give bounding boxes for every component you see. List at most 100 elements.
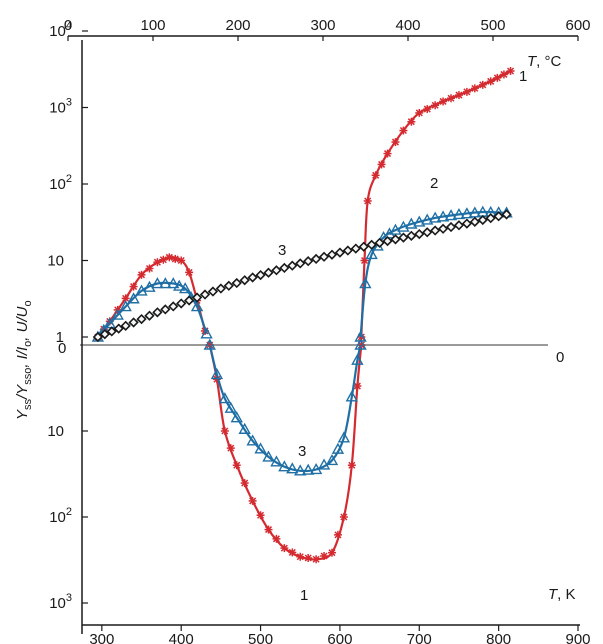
- series-2-upper2-marker-15: [460, 207, 474, 219]
- series-2-upper2-marker-2: [365, 248, 378, 260]
- series-3-upper-marker-28: [310, 253, 322, 265]
- series-2-upper-marker-14: [190, 300, 204, 312]
- x-bottom-tick-label-300: 300: [89, 631, 114, 644]
- y-upper-tick-label-100: 102: [49, 173, 72, 193]
- series-2-upper-marker-9: [159, 277, 172, 289]
- series-1-lower-marker-2: [220, 427, 229, 435]
- series-3-upper-marker-39: [398, 232, 409, 243]
- series-1-lower-marker-16: [327, 548, 336, 557]
- series-3-upper-marker-34: [358, 241, 369, 252]
- series-3-upper-marker-45: [445, 221, 457, 233]
- y-upper-tick-label-1000: 103: [49, 97, 72, 117]
- series-1-lower-marker-3: [226, 444, 235, 453]
- series-2-upper2-marker-11: [428, 211, 442, 223]
- series-1-upper-marker-7: [145, 264, 154, 273]
- series-1-upper2-marker-16: [470, 84, 479, 93]
- x-bottom-tick-label-400: 400: [169, 631, 194, 644]
- x-top-tick-label-300: 300: [310, 17, 335, 34]
- y-axis-title: Yss/Ysso, I/Io, U/Uo: [14, 300, 34, 420]
- series-1-upper2-marker-14: [454, 91, 463, 100]
- series-3-upper-marker-12: [184, 295, 195, 306]
- series-2-upper-marker-5: [127, 292, 140, 304]
- series-3-upper-marker-13: [191, 292, 203, 303]
- series-1-upper2-marker-8: [407, 117, 416, 126]
- series-1-upper-marker-6: [137, 270, 146, 279]
- series-1-lower-marker-20: [353, 382, 362, 391]
- series-2-upper2-marker-6: [389, 223, 402, 235]
- series-2-lower-marker-0: [203, 338, 216, 350]
- annotation-curve3-lower: 3: [298, 443, 306, 460]
- series-3-upper-marker-29: [318, 251, 330, 262]
- series-2-lower-marker-21: [354, 338, 367, 350]
- series-3-upper-marker-18: [231, 277, 242, 289]
- series-2-lower-marker-18: [337, 431, 351, 443]
- series-3-upper-marker-10: [168, 301, 179, 312]
- series-2-upper-marker-7: [143, 280, 156, 292]
- x-top-tick-label-0: 0: [64, 17, 72, 34]
- series-3-upper-marker-16: [215, 283, 227, 294]
- series-3-upper-marker-38: [390, 234, 401, 245]
- x-top-tick-label-600: 600: [565, 17, 590, 34]
- series-1-lower-marker-11: [288, 548, 297, 557]
- x-bottom-tick-label-600: 600: [327, 631, 352, 644]
- series-2-lower-marker-9: [270, 455, 283, 467]
- y-lower-tick-label-100: 102: [49, 506, 72, 526]
- series-2-upper-marker-8: [151, 277, 164, 289]
- zero-label-right: 0: [556, 349, 564, 366]
- series-3-upper-marker-42: [422, 227, 433, 238]
- series-2-upper2-marker-1: [359, 277, 372, 289]
- series-2-upper2-marker-7: [397, 220, 410, 232]
- x-top-tick-label-500: 500: [480, 17, 505, 34]
- series-1-upper2-marker-12: [439, 97, 448, 106]
- series-2-upper2-marker-5: [383, 227, 396, 239]
- series-3-upper-marker-7: [144, 310, 155, 321]
- annotation-curve1-lower: 1: [300, 587, 308, 604]
- y-lower-tick-label-10: 10: [47, 423, 64, 440]
- series-3-upper-marker-9: [160, 304, 171, 315]
- series-2-upper2-marker-13: [444, 209, 458, 221]
- x-top-tick-label-400: 400: [395, 17, 420, 34]
- series-3-upper-marker-5: [128, 317, 139, 328]
- series-2-upper2-marker-10: [421, 213, 434, 225]
- series-3-upper-marker-14: [199, 289, 211, 300]
- zero-label-left: 0: [58, 340, 66, 357]
- series-3-upper-marker-0: [92, 331, 104, 343]
- series-2-lower-marker-3: [224, 401, 237, 413]
- series-1-lower-marker-9: [272, 534, 281, 543]
- series-3-upper-marker-44: [437, 223, 449, 234]
- series-3-upper-marker-26: [295, 258, 306, 269]
- x-bottom-axis-title: T, K: [548, 586, 576, 603]
- series-3-upper-marker-30: [326, 249, 338, 260]
- series-2-lower-marker-2: [218, 392, 232, 404]
- x-top-tick-label-200: 200: [225, 17, 250, 34]
- series-1-upper2-marker-9: [415, 108, 424, 117]
- series-1-upper2-marker-10: [423, 105, 432, 114]
- series-3-upper-marker-31: [334, 247, 346, 258]
- series-2-lower-marker-11: [286, 462, 299, 474]
- y-upper-tick-label-1: 1: [56, 329, 64, 346]
- x-bottom-tick-label-500: 500: [248, 631, 273, 644]
- series-3-upper-marker-33: [350, 243, 361, 254]
- series-1-lower-marker-14: [312, 555, 321, 564]
- series-1-upper2-marker-21: [506, 67, 515, 76]
- series-3-upper-marker-32: [342, 245, 353, 256]
- series-3-upper-marker-20: [247, 272, 258, 283]
- series-1-lower-marker-10: [280, 544, 289, 553]
- x-bottom-tick-label-800: 800: [486, 631, 511, 644]
- annotation-curve3-upper: 3: [278, 242, 286, 259]
- series-3-upper-marker-25: [287, 260, 298, 271]
- series-2-lower-marker-8: [262, 450, 275, 462]
- series-2-lower-marker-19: [345, 390, 359, 402]
- series-3-upper-marker-4: [120, 320, 131, 331]
- series-3-upper-marker-6: [136, 313, 147, 325]
- series-2-lower-marker-20: [351, 353, 364, 365]
- series-1-upper2-marker-3: [371, 171, 380, 180]
- series-2-upper2-line: [359, 210, 507, 338]
- series-3-upper-marker-47: [461, 218, 473, 229]
- y-upper-tick-label-10000: 104: [49, 20, 72, 40]
- series-1-lower-marker-8: [264, 525, 273, 534]
- series-3-upper-marker-52: [501, 209, 512, 220]
- series-3-upper-marker-17: [223, 280, 234, 291]
- y-upper-tick-label-10: 10: [47, 253, 64, 270]
- series-3-upper-marker-21: [255, 269, 266, 281]
